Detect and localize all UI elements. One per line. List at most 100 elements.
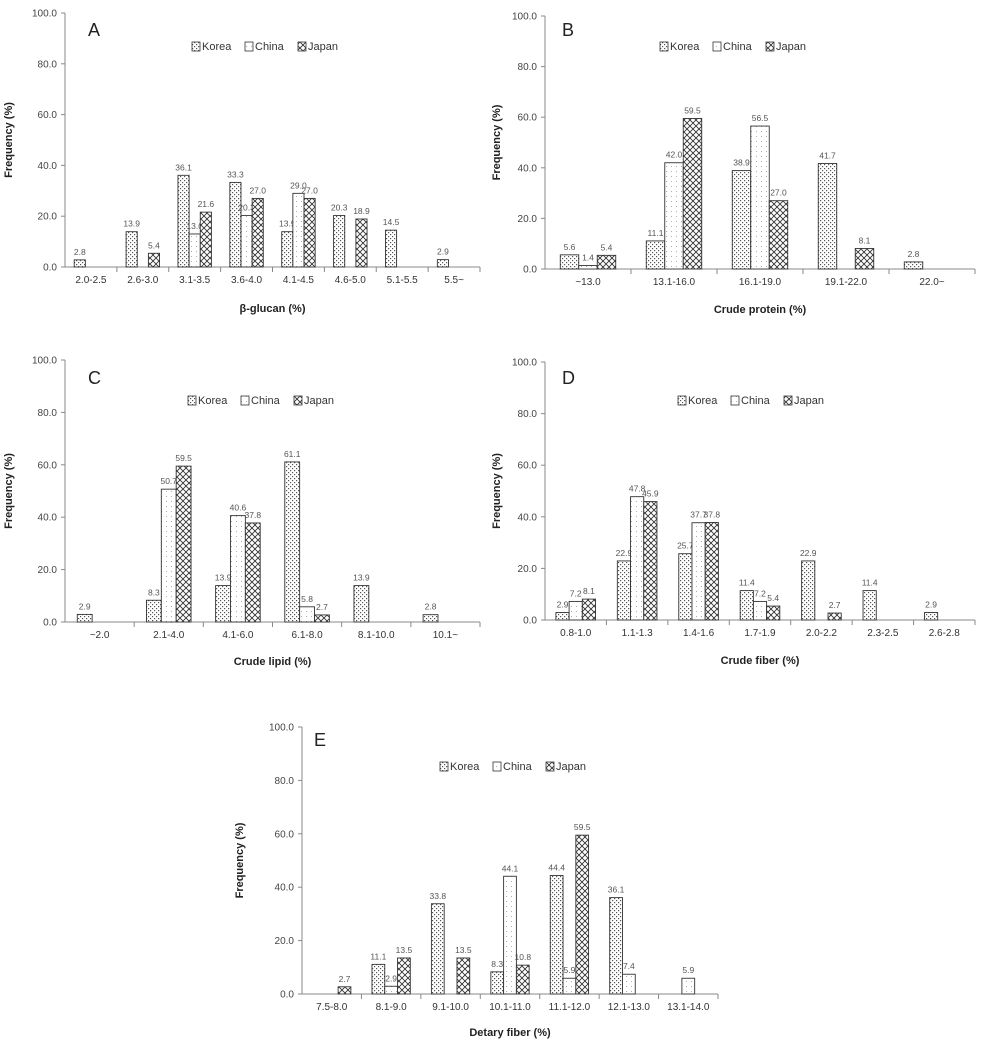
bar-korea-8.1-10.0 [353, 585, 370, 623]
legend-label-korea: Korea [450, 761, 480, 773]
bar-china-0.8-1.0 [568, 600, 583, 621]
data-label: 59.5 [574, 822, 591, 832]
bar-japan-6.1-8.0 [314, 614, 330, 623]
data-label: 27.0 [770, 188, 787, 198]
legend-swatch-japan [293, 395, 303, 406]
bar-korea-4.1-6.0 [215, 585, 231, 623]
x-tick-label: 2.6-3.0 [127, 275, 159, 286]
legend-label-japan: Japan [794, 395, 824, 407]
y-tick-label: 100.0 [512, 358, 537, 369]
bar-japan-1.4-1.6 [704, 522, 719, 621]
bar-korea-1.1-1.3 [616, 560, 631, 621]
bar-korea-4.1-4.5 [281, 231, 294, 268]
bar-korea-13.1-16.0 [645, 240, 666, 270]
x-tick-label: 2.6-2.8 [929, 628, 961, 639]
y-tick-label: 20.0 [518, 564, 538, 575]
data-label: 13.9 [123, 219, 140, 229]
y-axis-title: Frequency (%) [491, 104, 503, 180]
data-label: 2.7 [829, 600, 841, 610]
bar-korea-3.6-4.0 [229, 181, 242, 268]
data-label: 7.2 [570, 588, 582, 598]
y-tick-label: 0.0 [280, 990, 294, 1001]
y-tick-label: 0.0 [43, 618, 57, 629]
legend-swatch-korea [191, 41, 201, 52]
x-tick-label: 1.7-1.9 [744, 628, 776, 639]
x-tick-label: 2.0-2.5 [75, 275, 107, 286]
data-label: 59.5 [175, 453, 192, 463]
data-label: 5.9 [564, 965, 576, 975]
bar-china-16.1-19.0 [750, 125, 770, 270]
bar-japan-3.1-3.5 [199, 211, 212, 268]
bar-japan-11.1-12.0 [575, 834, 590, 995]
bar-japan-10.1-11.0 [515, 964, 530, 995]
data-label: 61.1 [284, 449, 301, 459]
legend-label-japan: Japan [776, 41, 806, 53]
data-label: 10.8 [515, 952, 532, 962]
bar-korea-10.1~ [422, 614, 439, 623]
bar-korea-10.1-11.0 [490, 971, 505, 995]
data-label: 2.9 [79, 601, 91, 611]
data-label: 14.5 [383, 217, 400, 227]
x-tick-label: 2.3-2.5 [867, 628, 899, 639]
data-label: 13.9 [353, 573, 370, 583]
chart-panel-a: 0.0 20.0 40.0 60.0 80.0 100.0 2.0-2.5 2.6-3.0 3.… [3, 9, 481, 315]
bar-japan-4.1-6.0 [244, 522, 261, 623]
legend-label-japan: Japan [304, 395, 334, 407]
data-label: 5.6 [564, 242, 576, 252]
legend-swatch-china [730, 395, 740, 406]
bar-korea-2.3-2.5 [862, 590, 877, 621]
bar-japan-~13.0 [596, 254, 617, 270]
x-tick-label: 8.1-9.0 [376, 1002, 408, 1013]
data-label: 37.7 [690, 510, 707, 520]
bar-korea-0.8-1.0 [555, 612, 570, 621]
data-label: 18.9 [353, 206, 370, 216]
legend-swatch-japan [765, 41, 775, 52]
chart-panel-d: 0.0 20.0 40.0 60.0 80.0 100.0 0.8-1.0 1.1-1.3 1.… [491, 358, 976, 667]
x-tick-label: ~2.0 [90, 630, 110, 641]
x-tick-label: 4.6-5.0 [335, 275, 367, 286]
y-tick-label: 100.0 [512, 12, 537, 23]
y-tick-label: 40.0 [518, 512, 538, 523]
bar-japan-19.1-22.0 [854, 248, 875, 270]
data-label: 13.5 [396, 945, 413, 955]
legend-label-korea: Korea [202, 41, 232, 53]
bar-korea-8.1-9.0 [371, 963, 386, 995]
legend: Korea China Japan [439, 761, 586, 773]
bar-korea-9.1-10.0 [430, 903, 445, 995]
data-label: 2.8 [74, 247, 86, 257]
data-label: 2.9 [437, 247, 449, 257]
bar-china-1.1-1.3 [630, 496, 645, 621]
bar-china-1.7-1.9 [752, 600, 768, 621]
data-label: 20.3 [331, 202, 348, 212]
data-label: 27.0 [301, 185, 318, 195]
data-label: 22.9 [800, 548, 817, 558]
data-label: 13.9 [215, 573, 232, 583]
data-label: 21.6 [198, 199, 215, 209]
y-tick-label: 60.0 [518, 113, 538, 124]
bar-china-10.1-11.0 [503, 875, 517, 995]
bar-china-4.1-6.0 [230, 515, 246, 623]
bar-korea-2.0-2.5 [73, 259, 86, 268]
x-axis-title: β-glucan (%) [240, 303, 306, 315]
legend-swatch-korea [439, 761, 449, 772]
y-tick-label: 80.0 [275, 776, 295, 787]
bar-korea-2.6-2.8 [924, 612, 939, 621]
y-axis-title: Frequency (%) [3, 102, 15, 178]
y-tick-label: 80.0 [518, 409, 538, 420]
data-label: 5.4 [767, 593, 779, 603]
bar-china-6.1-8.0 [299, 606, 315, 623]
bar-japan-0.8-1.0 [581, 598, 596, 621]
data-label: 44.4 [548, 862, 565, 872]
bar-korea-11.1-12.0 [549, 875, 564, 995]
y-tick-label: 80.0 [38, 408, 58, 419]
x-tick-label: 6.1-8.0 [292, 630, 324, 641]
legend-label-japan: Japan [556, 761, 586, 773]
y-tick-label: 0.0 [523, 616, 537, 627]
y-tick-label: 20.0 [38, 212, 58, 223]
x-tick-label: 11.1-12.0 [549, 1002, 591, 1013]
data-label: 2.9 [925, 600, 937, 610]
legend-label-china: China [741, 395, 771, 407]
y-tick-label: 20.0 [518, 214, 538, 225]
legend-swatch-korea [659, 41, 669, 52]
panel-label: C [88, 368, 101, 388]
